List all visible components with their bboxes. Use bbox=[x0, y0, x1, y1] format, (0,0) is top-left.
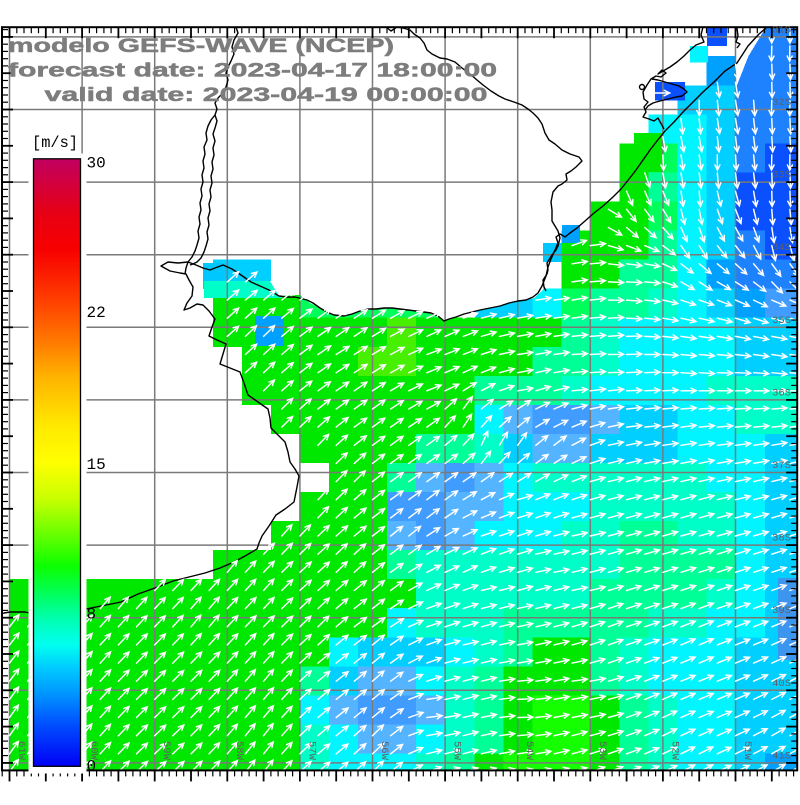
svg-text:32S: 32S bbox=[772, 97, 791, 109]
svg-text:57W: 57W bbox=[305, 741, 317, 761]
svg-text:37S: 37S bbox=[772, 460, 791, 472]
svg-text:61W: 61W bbox=[15, 741, 27, 761]
svg-text:53W: 53W bbox=[596, 741, 608, 761]
svg-text:[m/s]: [m/s] bbox=[32, 134, 78, 152]
svg-text:39S: 39S bbox=[772, 605, 791, 617]
svg-text:52W: 52W bbox=[668, 741, 680, 761]
svg-text:54W: 54W bbox=[523, 741, 535, 761]
svg-text:40S: 40S bbox=[772, 678, 791, 690]
svg-text:15: 15 bbox=[87, 456, 106, 474]
svg-text:55W: 55W bbox=[451, 741, 463, 761]
svg-text:60W: 60W bbox=[88, 741, 100, 761]
svg-text:modelo GEFS-WAVE (NCEP): modelo GEFS-WAVE (NCEP) bbox=[8, 35, 394, 57]
svg-text:59W: 59W bbox=[160, 741, 172, 761]
svg-text:0: 0 bbox=[87, 758, 97, 776]
svg-text:56W: 56W bbox=[378, 741, 390, 761]
svg-text:41S: 41S bbox=[772, 750, 791, 762]
svg-text:33S: 33S bbox=[772, 170, 791, 182]
svg-text:30: 30 bbox=[87, 155, 106, 173]
svg-text:51W: 51W bbox=[741, 741, 753, 761]
svg-text:forecast date: 2023-04-17 18:0: forecast date: 2023-04-17 18:00:00 bbox=[8, 60, 497, 82]
svg-text:34S: 34S bbox=[772, 242, 791, 254]
svg-text:valid date: 2023-04-19 00:00:0: valid date: 2023-04-19 00:00:00 bbox=[45, 84, 488, 106]
svg-text:31S: 31S bbox=[772, 24, 791, 36]
svg-text:36S: 36S bbox=[772, 387, 791, 399]
svg-text:58W: 58W bbox=[233, 741, 245, 761]
svg-text:22: 22 bbox=[87, 304, 106, 322]
svg-text:8: 8 bbox=[87, 606, 97, 624]
svg-text:35S: 35S bbox=[772, 315, 791, 327]
svg-text:38S: 38S bbox=[772, 533, 791, 545]
